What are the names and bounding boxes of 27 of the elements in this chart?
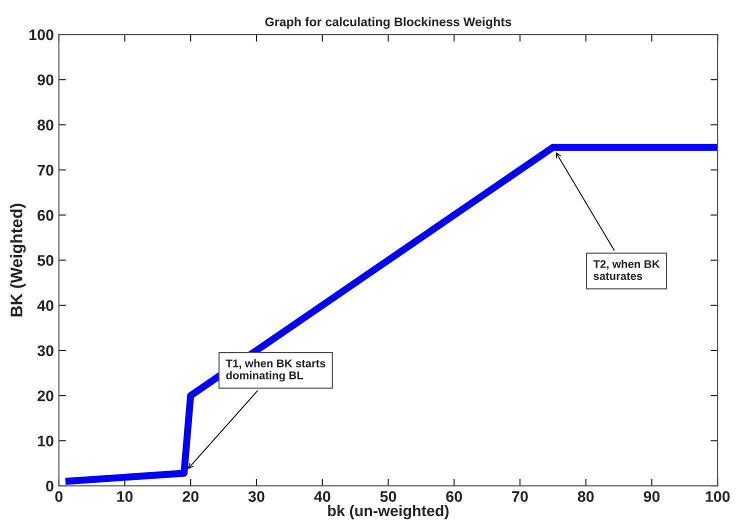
y-tick-label: 90 [38,74,54,86]
y-tick-label: 20 [38,390,54,402]
x-tick-label: 90 [644,491,660,502]
y-tick-label: 40 [37,300,54,312]
y-tick-label: 80 [38,120,54,130]
x-tick-label: 0 [55,491,63,502]
x-tick-label: 80 [578,491,594,502]
x-axis-title: bk (un-weighted) [328,504,449,520]
y-tick-label: 10 [38,436,54,446]
chart-title: Graph for calculating Blockiness Weights [265,17,512,29]
y-tick-label: 60 [38,210,54,221]
annotation: T2, when BK saturates [593,260,660,280]
y-tick-label: 50 [37,255,54,266]
x-tick-label: 30 [248,491,264,502]
y-tick-label: 30 [37,345,54,356]
x-tick-label: 50 [380,491,396,502]
x-tick-label: 20 [182,491,198,502]
annotation: T1, when BK starts dominating BL [226,359,326,382]
x-tick-label: 70 [512,491,528,502]
x-tick-label: 10 [117,491,133,502]
x-tick-label: 100 [706,491,730,502]
x-tick-label: 40 [314,491,330,502]
y-tick-label: 100 [29,29,54,40]
y-axis-title: BK (Weighted) [10,204,26,316]
y-tick-label: 70 [38,164,54,176]
x-tick-label: 60 [446,491,462,502]
y-tick-label: 0 [46,480,54,492]
